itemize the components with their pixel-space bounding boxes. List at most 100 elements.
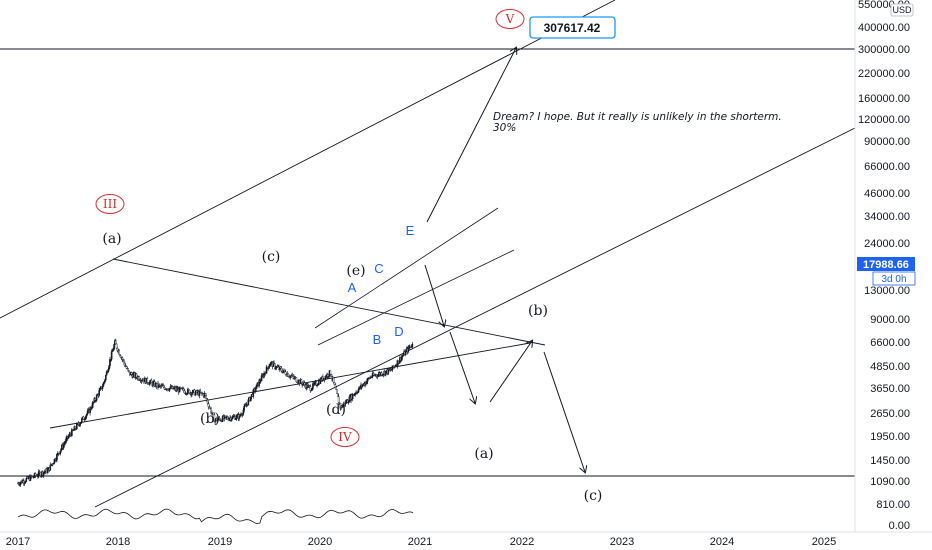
candle-body [150, 380, 153, 383]
candle-body [85, 415, 87, 419]
x-tick-label: 2025 [812, 536, 836, 548]
projection-arrow-to-v [426, 48, 516, 223]
candle-body [47, 469, 49, 473]
y-tick-label: 6600.00 [870, 337, 910, 349]
candle-body [127, 368, 129, 371]
x-axis-ticks[interactable]: 2017 2018 2019 2020 2021 2022 2023 2024 2025 [6, 536, 836, 548]
upper-channel-line[interactable] [0, 0, 616, 319]
candle-body [91, 402, 94, 408]
candle-body [228, 418, 231, 421]
short-channel-upper[interactable] [314, 207, 499, 329]
candle-body [311, 388, 313, 391]
y-tick-label: 24000.00 [864, 238, 910, 250]
candle-body [121, 357, 124, 360]
candle-body [324, 376, 327, 380]
candle-body [283, 369, 286, 373]
triangle-upper-line[interactable] [112, 258, 546, 346]
currency-label: USD [892, 5, 912, 15]
candle-body [163, 385, 165, 388]
candle-body [266, 366, 269, 369]
candle-body [336, 393, 339, 397]
x-tick-label: 2022 [510, 536, 534, 548]
projection-arrow-3 [489, 341, 532, 403]
y-tick-label: 810.00 [876, 499, 910, 511]
candle-body [398, 361, 400, 364]
x-tick-label: 2019 [208, 536, 232, 548]
candle-body [242, 409, 245, 415]
x-tick-label: 2018 [106, 536, 130, 548]
candle-body [259, 380, 262, 382]
candle-body [102, 383, 105, 387]
candle-body [135, 373, 138, 378]
projection-arrow-1 [424, 264, 444, 326]
x-tick-label: 2017 [6, 536, 30, 548]
candle-body [303, 382, 306, 386]
subwave-label-d: D [394, 324, 403, 339]
candle-body [98, 390, 100, 396]
target-price-callout[interactable]: 307617.42 [529, 16, 616, 39]
candle-body [101, 386, 104, 389]
candle-body [335, 387, 337, 390]
candle-body [138, 376, 140, 381]
x-tick-label: 2023 [610, 536, 634, 548]
y-tick-label: 46000.00 [864, 188, 910, 200]
candle-body [284, 371, 287, 375]
x-tick-label: 2024 [710, 536, 734, 548]
short-channel-lower[interactable] [317, 249, 515, 346]
candle-body [316, 384, 318, 387]
candle-body [365, 380, 368, 384]
candle-body [238, 414, 241, 419]
candle-body [213, 414, 216, 423]
candle-body [77, 423, 80, 425]
candle-body [72, 429, 75, 432]
candle-body [337, 396, 340, 403]
candle-body [295, 377, 298, 383]
candle-body [380, 372, 383, 376]
y-tick-label: 400000.00 [858, 22, 910, 34]
candle-body [230, 418, 233, 421]
candle-body [287, 373, 289, 377]
current-price-tag[interactable]: 17988.66 3d 0h [857, 257, 916, 286]
candle-body [163, 387, 166, 390]
candle-body [332, 377, 335, 383]
candle-body [191, 392, 193, 396]
currency-badge[interactable] [890, 3, 914, 17]
candle-body [40, 474, 42, 477]
y-tick-label: 0.00 [889, 520, 910, 532]
candle-body [110, 351, 113, 360]
candle-body [206, 399, 209, 404]
candle-body [187, 389, 190, 391]
candle-body [187, 389, 189, 394]
candle-body [79, 423, 81, 426]
candle-body [67, 435, 70, 439]
candle-body [125, 366, 128, 369]
candle-body [347, 401, 350, 404]
subwave-label-c: C [374, 261, 383, 276]
candle-body [366, 378, 369, 382]
candle-body [194, 392, 197, 396]
y-tick-label: 550000.00 [858, 0, 910, 11]
y-tick-label: 220000.00 [858, 68, 910, 80]
wave-label-a-top: (a) [102, 231, 121, 247]
candle-body [214, 419, 216, 423]
candle-body [411, 344, 414, 348]
candle-body [80, 421, 82, 424]
candle-body [56, 454, 58, 460]
candle-body [260, 375, 263, 381]
candle-body [62, 444, 65, 449]
candle-body [183, 390, 186, 394]
triangle-lower-line[interactable] [49, 342, 531, 429]
candle-body [329, 370, 332, 375]
candle-body [99, 388, 101, 391]
svg-text:III: III [103, 197, 117, 211]
candle-body [252, 389, 255, 397]
candle-body [334, 384, 337, 389]
candle-body [268, 365, 270, 369]
candle-body [89, 407, 91, 414]
candle-body [336, 389, 338, 394]
candle-body [206, 398, 208, 401]
oscillator-line [17, 508, 414, 524]
lower-channel-line[interactable] [94, 127, 856, 508]
candle-body [330, 374, 332, 377]
